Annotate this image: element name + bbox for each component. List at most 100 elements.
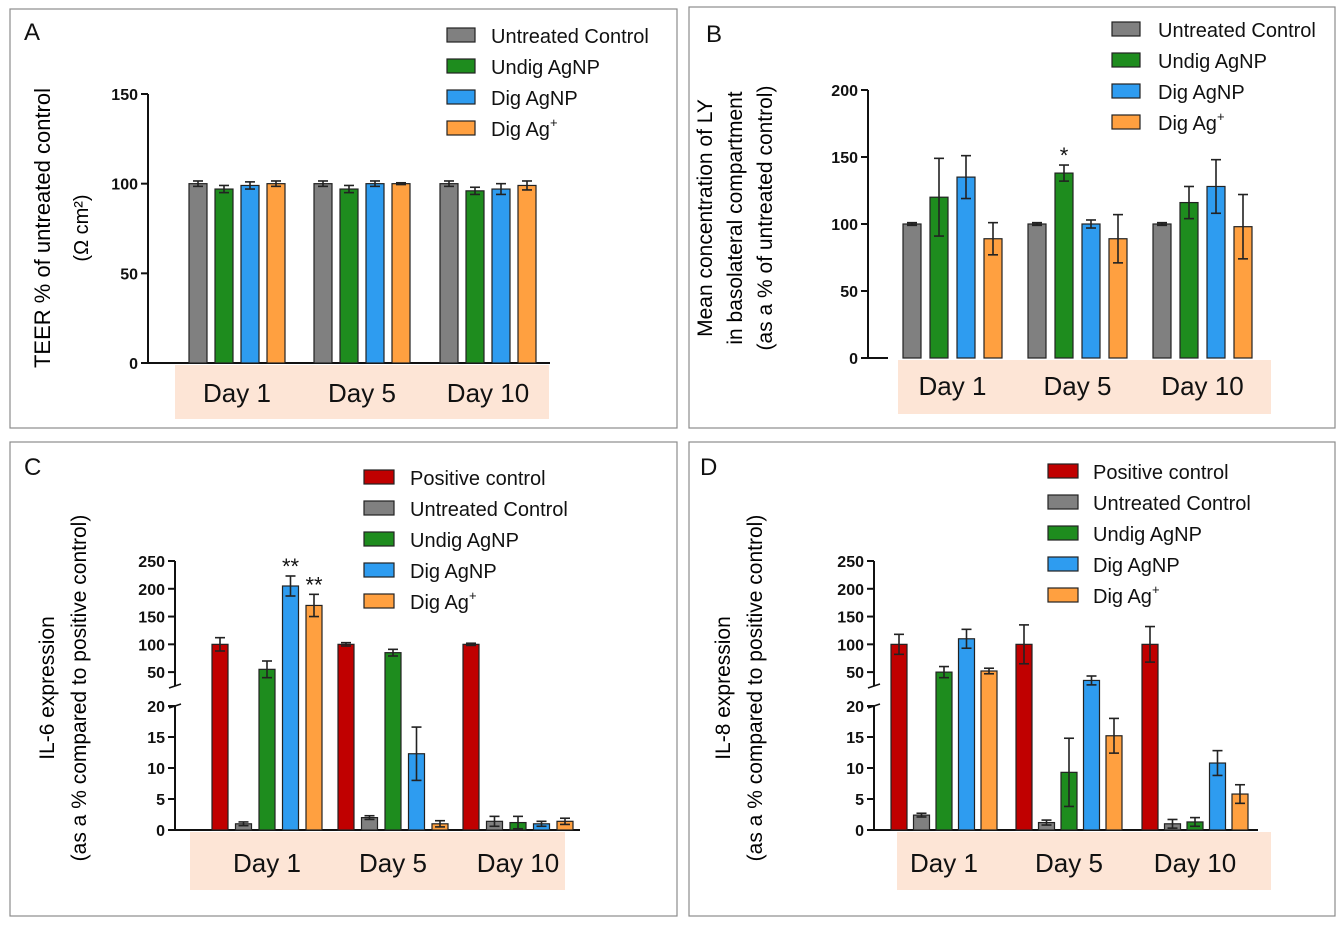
legend-label: Dig AgNP <box>410 561 497 583</box>
legend-swatch <box>1111 83 1141 99</box>
y-axis-title: IL-6 expression <box>36 616 59 760</box>
legend-swatch <box>446 58 476 74</box>
bar <box>980 670 998 831</box>
y-tick-label: 50 <box>120 266 138 283</box>
y-tick-label: 0 <box>129 356 138 373</box>
y-tick-label: 0 <box>855 823 864 840</box>
legend-label: Dig Ag+ <box>491 115 558 141</box>
legend-label: Dig Ag+ <box>1093 582 1160 608</box>
bar <box>1054 172 1074 359</box>
legend-swatch <box>1047 463 1079 479</box>
bar <box>214 188 234 364</box>
legend-label: Undig AgNP <box>1093 524 1202 546</box>
legend-label: Positive control <box>410 468 546 490</box>
y-tick-label: 100 <box>831 217 858 234</box>
axis-break-mark <box>168 683 182 689</box>
bar <box>266 183 286 364</box>
bar <box>1152 223 1172 359</box>
y-tick-label: 5 <box>855 792 864 809</box>
bar <box>1141 643 1159 831</box>
legend-label: Untreated Control <box>491 26 649 48</box>
y-axis-title: TEER % of untreated control <box>30 88 55 368</box>
y-tick-label: 250 <box>138 554 165 571</box>
panel-d-frame <box>688 441 1336 917</box>
legend-label: Dig AgNP <box>1158 82 1245 104</box>
y-tick-label: 5 <box>156 792 165 809</box>
legend-label: Dig AgNP <box>1093 555 1180 577</box>
legend-label: Dig AgNP <box>491 88 578 110</box>
legend-swatch <box>1111 52 1141 68</box>
y-axis-subtitle: (Ω cm²) <box>71 194 93 261</box>
legend-label: Untreated Control <box>1093 493 1251 515</box>
day-band <box>897 832 1271 890</box>
category-label: Day 10 <box>1154 848 1236 878</box>
y-tick-label: 100 <box>111 177 138 194</box>
bar <box>1082 679 1101 831</box>
y-axis-title: Mean concentration of LY <box>694 99 717 337</box>
y-tick-label: 50 <box>840 284 858 301</box>
y-tick-label: 20 <box>846 699 864 716</box>
bar <box>188 183 208 364</box>
significance-marker: ** <box>305 572 323 597</box>
legend-swatch <box>446 120 476 136</box>
panel-letter: A <box>24 19 40 46</box>
category-label: Day 1 <box>233 848 301 878</box>
y-tick-label: 20 <box>147 699 165 716</box>
panel-d: D 0 5 10 15 20 50 100 150 200 250 Day 1 Day 5 Day 10 P… <box>700 454 1271 890</box>
legend-swatch <box>1111 21 1141 37</box>
day-band <box>190 832 565 890</box>
bar <box>1015 643 1033 831</box>
axis-break-mark <box>867 683 881 689</box>
bar <box>258 668 276 831</box>
category-label: Day 1 <box>919 371 987 401</box>
y-tick-label: 200 <box>138 582 165 599</box>
bar <box>956 176 976 359</box>
category-label: Day 5 <box>328 378 396 408</box>
legend-swatch <box>1047 556 1079 572</box>
bar <box>439 183 459 364</box>
bar <box>1027 223 1047 359</box>
panel-b: B 0 50 100 150 200 * Day 1 Day 5 Day 10 Untreated … <box>694 20 1316 414</box>
y-axis-title: (as a % compared to positive control) <box>744 515 767 862</box>
bar <box>491 188 511 364</box>
bar <box>211 643 229 831</box>
y-tick-label: 0 <box>849 351 858 368</box>
legend-swatch <box>363 531 395 547</box>
bar <box>935 671 953 831</box>
y-tick-label: 50 <box>846 665 864 682</box>
significance-marker: ** <box>282 554 300 579</box>
panel-letter: D <box>700 454 717 481</box>
panel-a: A 0 50 100 150 Day 1 Day 5 Day 10 Untreated Cont… <box>24 19 649 419</box>
category-label: Day 10 <box>1161 371 1243 401</box>
bar <box>983 238 1003 359</box>
legend-swatch <box>363 500 395 516</box>
legend-swatch <box>446 89 476 105</box>
bar <box>337 643 355 831</box>
day-band <box>175 365 549 419</box>
y-tick-label: 50 <box>147 665 165 682</box>
panel-c: C 0 5 10 15 20 50 100 150 200 250 **** Day 1 Day 5 Day… <box>24 454 580 890</box>
y-tick-label: 10 <box>147 761 165 778</box>
y-tick-label: 250 <box>837 554 864 571</box>
y-tick-label: 100 <box>837 637 864 654</box>
bar <box>1179 201 1199 359</box>
y-tick-label: 200 <box>831 83 858 100</box>
y-axis-title: in basolateral compartment <box>724 91 747 344</box>
legend-swatch <box>1047 525 1079 541</box>
bar <box>313 183 333 364</box>
y-tick-label: 15 <box>846 730 864 747</box>
legend-label: Dig Ag+ <box>1158 109 1225 135</box>
bar <box>902 223 922 359</box>
category-label: Day 5 <box>1044 371 1112 401</box>
bar <box>890 643 908 831</box>
bar <box>240 184 260 364</box>
bar <box>391 183 411 364</box>
y-tick-label: 150 <box>111 87 138 104</box>
legend-swatch <box>1047 494 1079 510</box>
category-label: Day 1 <box>910 848 978 878</box>
y-tick-label: 150 <box>837 610 864 627</box>
legend-swatch <box>1047 587 1079 603</box>
y-axis-title: (as a % compared to positive control) <box>68 515 91 862</box>
panel-c-frame <box>9 441 678 917</box>
